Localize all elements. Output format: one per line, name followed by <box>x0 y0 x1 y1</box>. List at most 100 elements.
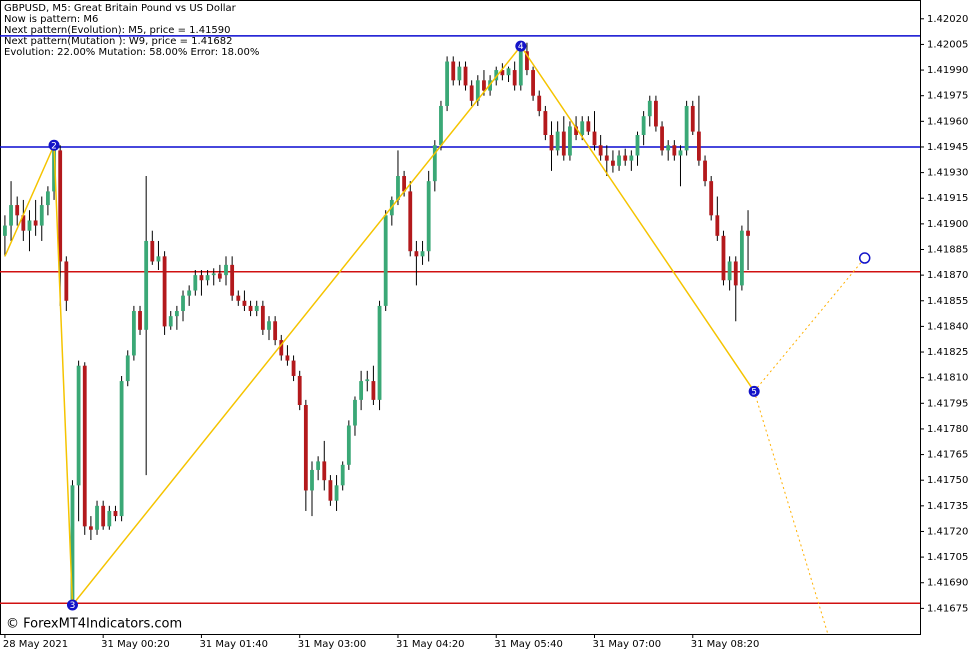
candle-body <box>174 311 179 317</box>
y-tick-label: 1.41795 <box>927 398 968 409</box>
y-tick-label: 1.41705 <box>927 552 968 563</box>
info-line: Evolution: 22.00% Mutation: 58.00% Error… <box>4 47 259 58</box>
candle-body <box>187 290 192 296</box>
candle-body <box>254 305 259 312</box>
candle-body <box>377 305 382 400</box>
forecast-line <box>753 257 866 392</box>
x-tick-label: 28 May 2021 <box>3 639 68 650</box>
x-tick-label: 31 May 04:20 <box>396 639 465 650</box>
candle-body <box>598 145 603 156</box>
candle-body <box>654 100 658 127</box>
candle-body <box>604 155 609 161</box>
forecast-line <box>753 391 829 635</box>
candle-body <box>414 251 419 257</box>
candle-body <box>383 215 388 306</box>
candle-body <box>82 365 87 527</box>
zigzag-label: 5 <box>751 387 757 397</box>
candle-body <box>119 381 124 517</box>
y-tick-label: 1.41810 <box>927 373 968 384</box>
candle-body <box>359 381 364 400</box>
candle-body <box>113 510 118 517</box>
candle-body <box>623 155 628 161</box>
candle-body <box>426 181 431 252</box>
x-tick-label: 31 May 03:00 <box>298 639 367 650</box>
y-tick-label: 1.41885 <box>927 244 968 255</box>
candle-body <box>518 51 523 86</box>
zigzag-point <box>48 139 60 151</box>
candle-body <box>697 131 701 161</box>
candle-body <box>76 365 81 486</box>
candle-body <box>340 464 345 486</box>
candle-body <box>224 264 228 276</box>
info-line: Now is pattern: M6 <box>4 14 98 25</box>
info-line: Next pattern(Evolution): M5, price = 1.4… <box>4 25 231 36</box>
candle-body <box>150 240 155 262</box>
forecast-marker <box>858 252 871 264</box>
candle-body <box>230 264 235 296</box>
candle-body <box>678 150 683 156</box>
y-tick-label: 1.41765 <box>927 450 968 461</box>
candle-body <box>439 105 443 146</box>
y-tick-label: 1.41750 <box>927 475 968 486</box>
y-tick-label: 1.41975 <box>927 91 968 102</box>
candle-body <box>629 155 634 161</box>
candle-body <box>168 316 173 327</box>
zigzag-point <box>515 40 527 52</box>
candle-body <box>316 461 321 470</box>
candle-body <box>531 70 535 96</box>
candle-body <box>205 275 210 281</box>
candle-body <box>727 261 732 281</box>
candle-body <box>58 150 63 262</box>
candle-body <box>297 375 302 406</box>
candle-body <box>291 360 296 376</box>
candle-body <box>525 51 529 71</box>
candle-body <box>617 155 621 166</box>
candle-body <box>236 295 241 301</box>
zigzag-label: 3 <box>70 601 76 611</box>
candle-body <box>580 121 585 136</box>
candle-body <box>445 61 450 106</box>
candle-body <box>451 61 456 81</box>
candle-body <box>703 160 707 182</box>
candle-body <box>39 205 44 226</box>
candle-body <box>537 95 542 112</box>
candle-body <box>721 235 726 281</box>
candle-body <box>101 505 106 527</box>
candle-body <box>138 311 142 330</box>
candle-body <box>322 461 327 481</box>
y-tick-label: 1.41780 <box>927 424 968 435</box>
y-tick-label: 1.41840 <box>927 321 968 332</box>
candle-body <box>690 105 695 132</box>
candle-body <box>70 485 75 600</box>
y-tick-label: 1.41915 <box>927 193 968 204</box>
candle-body <box>494 70 499 81</box>
candle-body <box>469 85 474 101</box>
candle-body <box>15 205 20 216</box>
y-tick-label: 1.41855 <box>927 296 968 307</box>
candle-body <box>739 230 744 286</box>
candle-body <box>500 70 505 76</box>
x-tick-label: 31 May 00:20 <box>101 639 170 650</box>
candle-body <box>273 321 278 341</box>
candle-body <box>506 68 511 76</box>
candle-body <box>684 105 689 151</box>
candle-body <box>592 131 597 146</box>
candle-body <box>260 305 265 330</box>
candle-body <box>328 480 333 501</box>
candle-body <box>543 111 548 136</box>
candle-body <box>574 126 578 136</box>
candle-body <box>371 381 376 400</box>
candle-body <box>408 191 413 252</box>
candle-body <box>52 150 56 192</box>
candle-body <box>586 121 591 132</box>
candle-body <box>242 300 247 306</box>
x-tick-label: 31 May 08:20 <box>691 639 760 650</box>
zigzag-point <box>66 599 78 611</box>
chart-title: GBPUSD, M5: Great Britain Pound vs US Do… <box>4 3 237 14</box>
candle-body <box>672 145 677 156</box>
candle-body <box>420 251 425 257</box>
candle-body <box>46 191 50 206</box>
zigzag-label: 2 <box>51 141 57 151</box>
candle-body <box>561 131 566 156</box>
